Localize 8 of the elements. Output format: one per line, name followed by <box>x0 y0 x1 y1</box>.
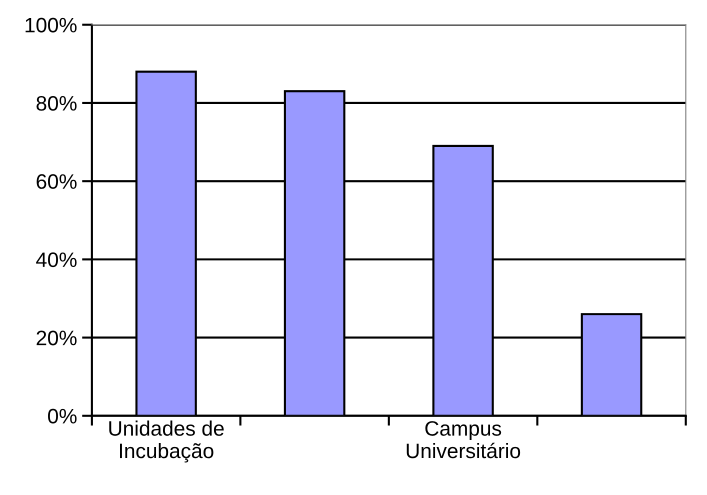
x-tick-label: Campus Universitário <box>406 421 520 458</box>
x-tick-label: Unidades de Incubação <box>109 420 224 462</box>
y-tick-label: 100% <box>26 18 77 33</box>
y-tick-label: 0% <box>48 408 77 424</box>
y-tick-label: 80% <box>36 96 77 111</box>
y-tick-label: 40% <box>36 252 77 268</box>
y-tick-label: 60% <box>36 174 77 189</box>
y-tick-label: 20% <box>36 330 77 346</box>
